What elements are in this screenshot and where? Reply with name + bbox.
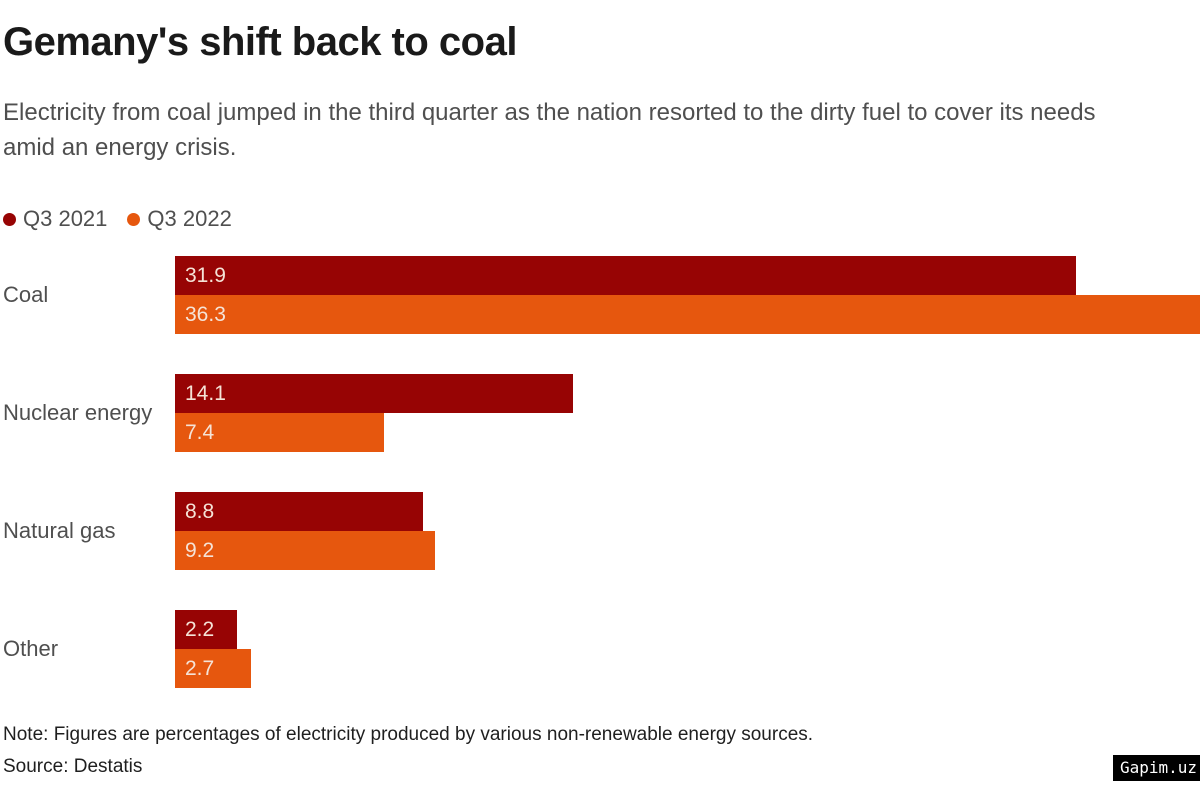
bar-pair: 8.8 9.2: [175, 492, 1200, 570]
bar-q3-2022: 7.4: [175, 413, 384, 452]
bar-value-label: 2.7: [185, 656, 215, 680]
bar-group: Coal 31.9 36.3: [0, 256, 1200, 334]
bar-q3-2021: 8.8: [175, 492, 424, 531]
bar-value-label: 14.1: [185, 381, 226, 405]
watermark: Gapim.uz: [1113, 755, 1200, 781]
bar-pair: 14.1 7.4: [175, 374, 1200, 452]
bar-q3-2022: 2.7: [175, 649, 252, 688]
bar-value-label: 31.9: [185, 263, 226, 287]
bar-value-label: 8.8: [185, 499, 215, 523]
legend-label: Q3 2021: [23, 206, 108, 231]
bar-group: Natural gas 8.8 9.2: [0, 492, 1200, 570]
chart-subtitle: Electricity from coal jumped in the thir…: [3, 99, 1096, 161]
bar-value-label: 36.3: [185, 302, 226, 326]
bar-pair: 2.2 2.7: [175, 610, 1200, 688]
legend-item: Q3 2021: [3, 206, 107, 232]
legend-item: Q3 2022: [127, 206, 232, 232]
bar-q3-2021: 14.1: [175, 374, 574, 413]
category-label: Coal: [3, 282, 49, 307]
bar-q3-2022: 36.3: [175, 295, 1200, 334]
bar-value-label: 7.4: [185, 420, 215, 444]
bar-chart: Coal 31.9 36.3 Nuclear energy 14.1 7.4 Natural…: [0, 256, 1200, 728]
bar-pair: 31.9 36.3: [175, 256, 1200, 334]
bar-q3-2022: 9.2: [175, 531, 435, 570]
legend-dot-icon: [3, 212, 16, 226]
category-label: Natural gas: [3, 518, 116, 543]
legend-dot-icon: [127, 212, 141, 226]
source-text: Source: Destatis: [3, 756, 143, 777]
bar-group: Other 2.2 2.7: [0, 610, 1200, 688]
bar-q3-2021: 31.9: [175, 256, 1076, 295]
legend-label: Q3 2022: [147, 206, 232, 231]
bar-value-label: 9.2: [185, 538, 215, 562]
bar-group: Nuclear energy 14.1 7.4: [0, 374, 1200, 452]
bar-value-label: 2.2: [185, 617, 215, 641]
category-label: Nuclear energy: [3, 400, 153, 425]
bar-q3-2021: 2.2: [175, 610, 238, 649]
chart-title: Gemany's shift back to coal: [3, 20, 517, 64]
legend: Q3 2021 Q3 2022: [3, 206, 232, 232]
note-text: Note: Figures are percentages of electri…: [3, 724, 814, 745]
category-label: Other: [3, 636, 59, 661]
